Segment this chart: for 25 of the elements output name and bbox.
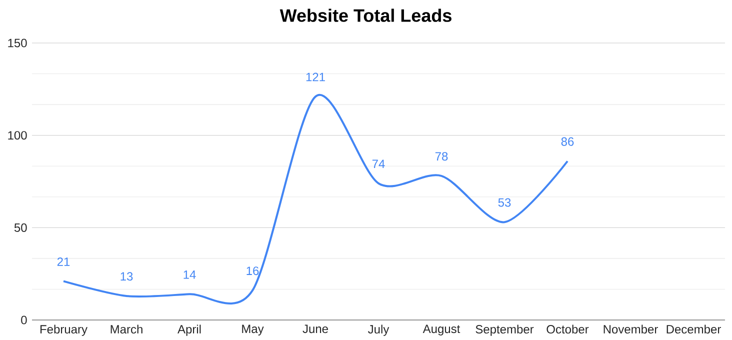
y-tick-label: 150 — [8, 38, 27, 48]
x-tick-label: October — [546, 324, 589, 334]
x-tick-label: March — [110, 324, 142, 334]
data-label: 74 — [372, 160, 385, 168]
x-tick-label: July — [368, 324, 390, 336]
x-tick-label: May — [242, 324, 264, 336]
x-tick-label: December — [666, 324, 721, 334]
y-tick-label: 100 — [8, 131, 27, 140]
data-label: 121 — [306, 72, 325, 82]
data-label: 86 — [561, 137, 574, 146]
data-label: 78 — [435, 152, 448, 161]
x-tick-label: April — [178, 324, 201, 336]
data-label: 13 — [120, 272, 133, 281]
data-label: 14 — [184, 270, 196, 279]
y-tick-label: 50 — [14, 223, 27, 232]
x-tick-label: August — [422, 324, 460, 336]
x-tick-label: September — [476, 324, 534, 336]
chart-title: Website Total Leads — [280, 8, 452, 22]
data-label: 53 — [498, 198, 511, 207]
y-tick-label: 0 — [21, 316, 27, 324]
x-tick-label: June — [302, 324, 328, 334]
data-label: 16 — [246, 266, 259, 276]
data-label: 21 — [57, 257, 70, 266]
x-tick-label: November — [604, 324, 658, 334]
x-tick-label: February — [40, 324, 88, 336]
